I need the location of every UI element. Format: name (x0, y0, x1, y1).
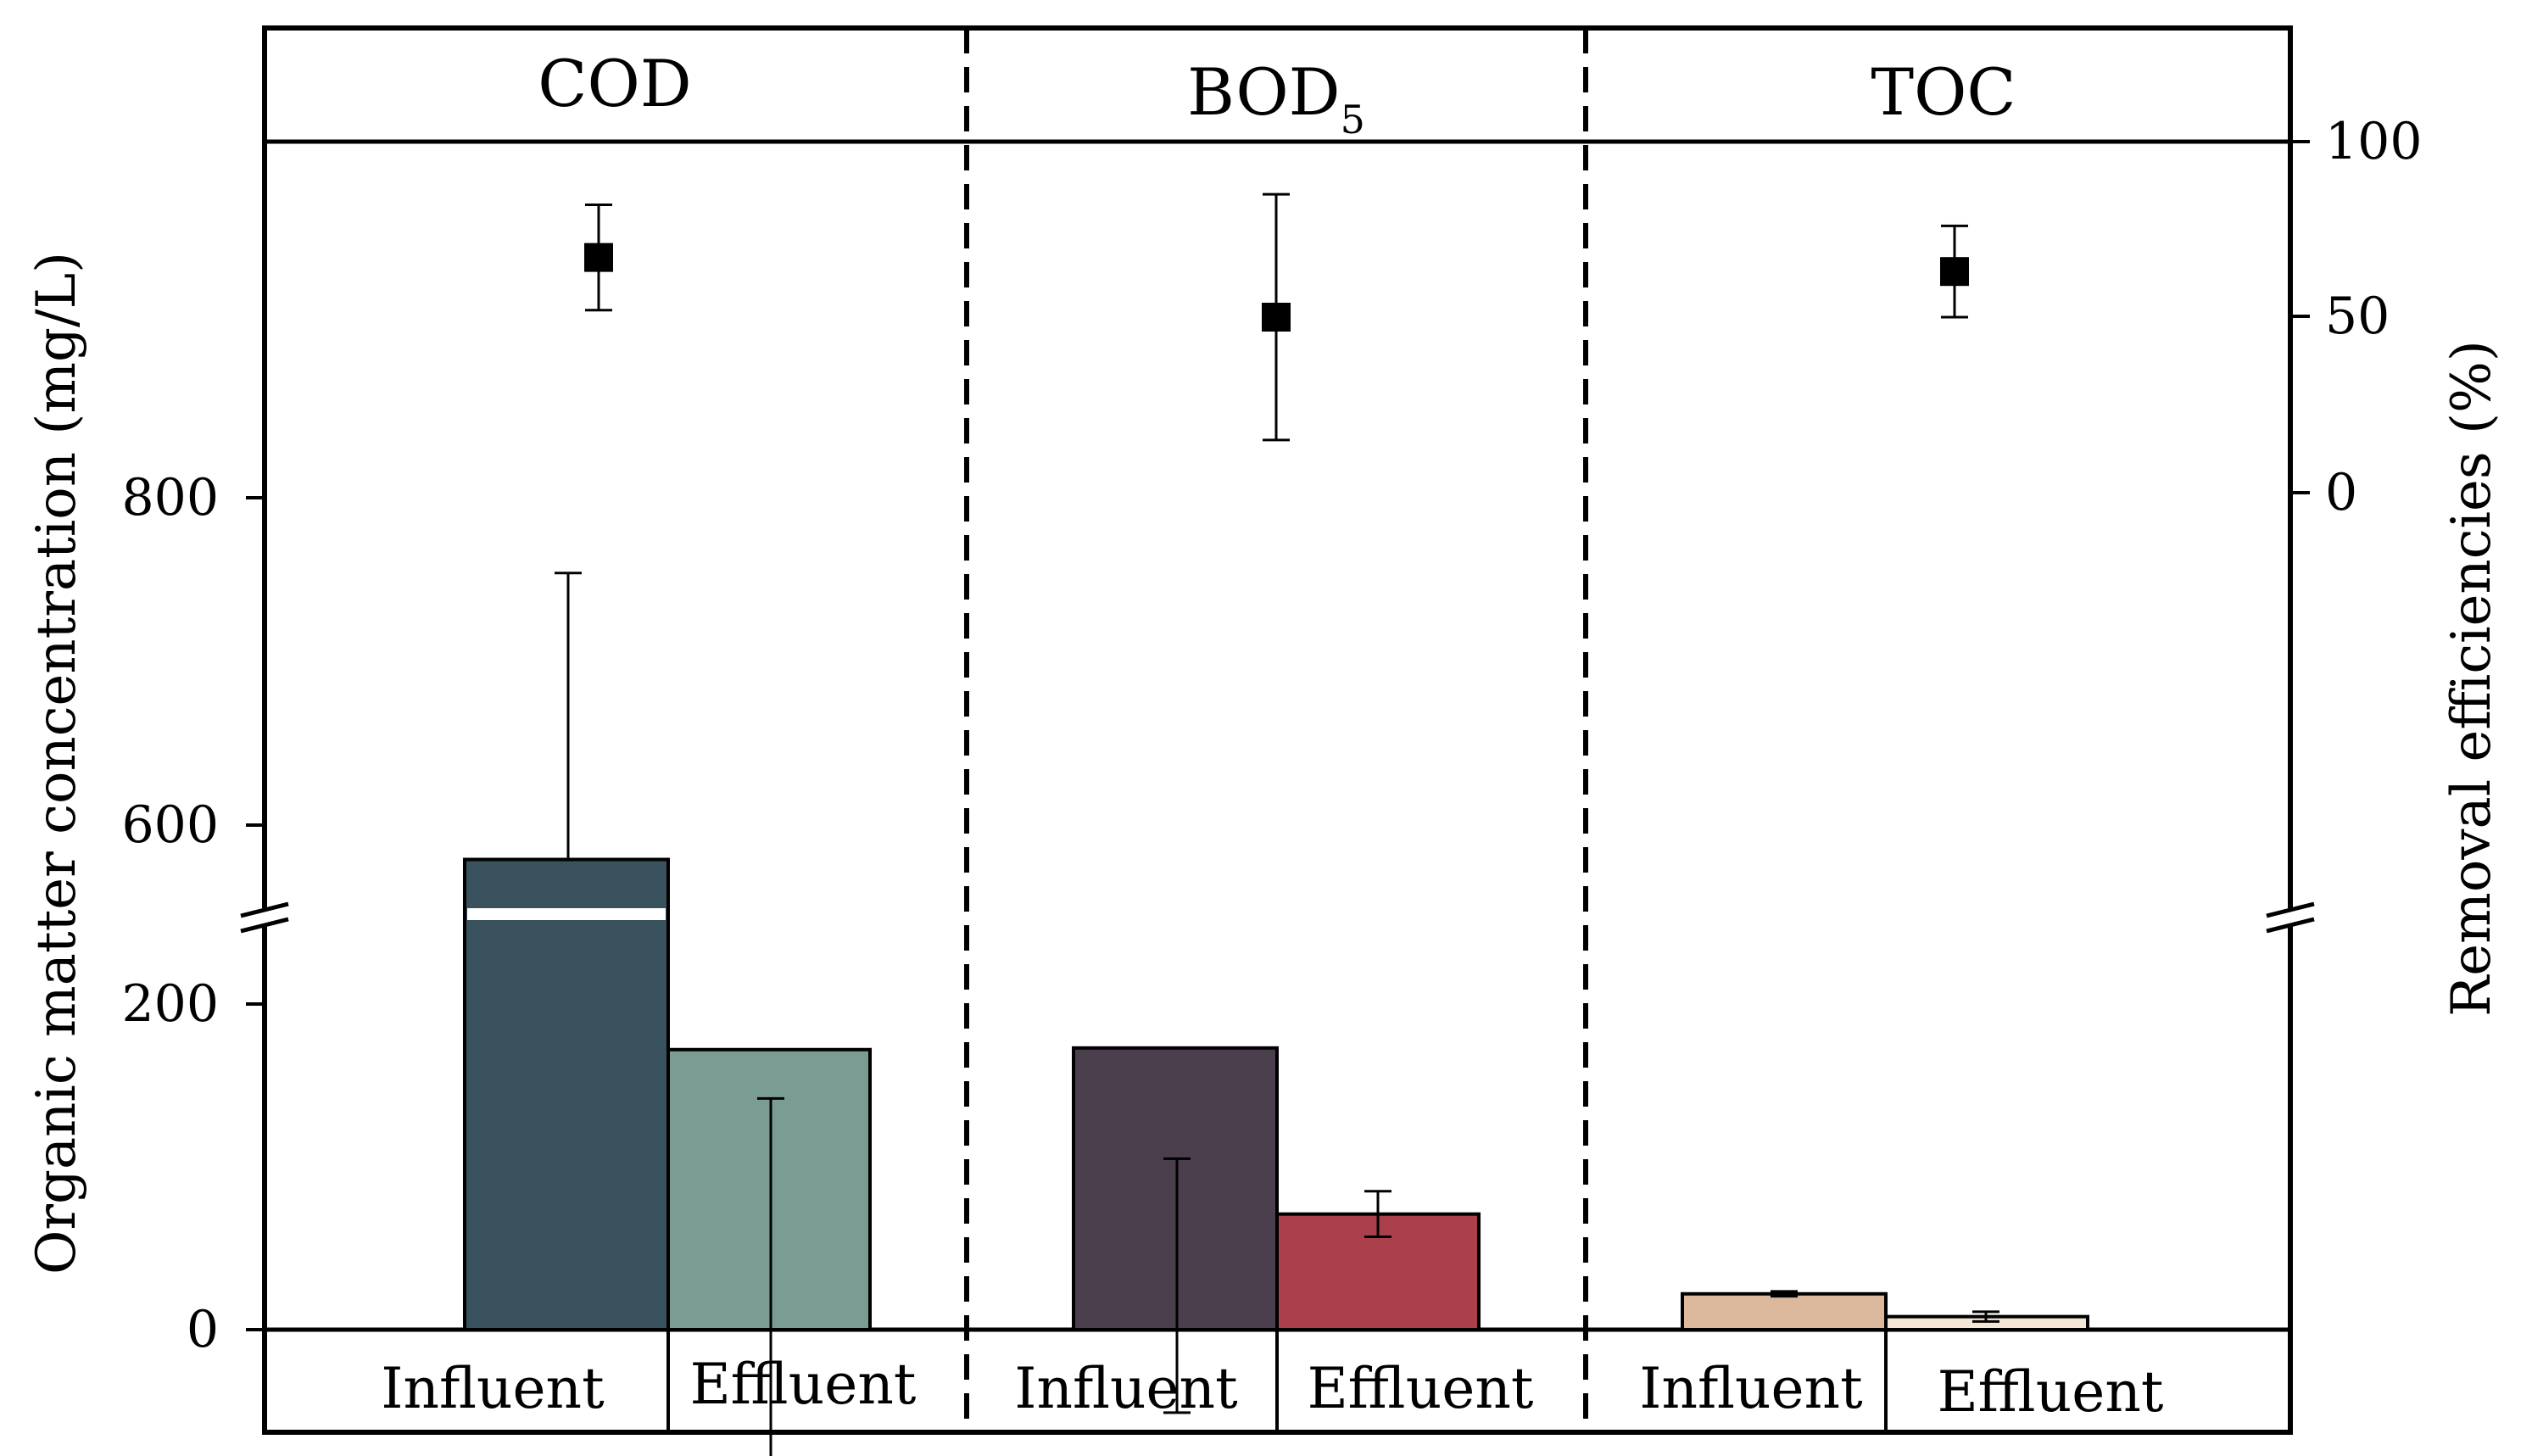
panel-titles: COD BOD5 TOC (538, 46, 2016, 142)
removal-marker-cod (584, 243, 613, 272)
left-break-mark-1 (240, 901, 289, 918)
bod-subscript: 5 (1341, 97, 1365, 142)
left-axis-break (240, 901, 289, 934)
left-tick-label-200: 200 (121, 974, 219, 1034)
left-axis-label: Organic matter concentration (mg/L) (25, 252, 88, 1275)
right-axis-label: Removal efficiencies (%) (2440, 340, 2503, 1017)
bar-break-cod-influent (467, 908, 666, 920)
right-tick-label-0: 0 (2325, 463, 2357, 522)
right-tick-label-50: 50 (2325, 287, 2390, 346)
bar-bod-influent (1072, 1046, 1279, 1331)
error-bar-toc-effluent (1972, 1310, 1999, 1323)
left-tick-label-0: 0 (187, 1300, 219, 1359)
right-break-mark-2 (2266, 917, 2315, 934)
bar-cod-effluent (666, 1047, 872, 1331)
error-bar-bod-effluent (1364, 1190, 1391, 1239)
right-tick-label-100: 100 (2325, 112, 2423, 171)
removal-marker-toc (1940, 257, 1969, 287)
category-labels: Influent Effluent Influent Effluent Infl… (381, 1352, 2163, 1425)
error-bar-toc-influent (1771, 1290, 1798, 1298)
panel-title-toc: TOC (1871, 54, 2016, 130)
left-axis: 0 200 600 800 Organic matter concentrati… (25, 252, 289, 1359)
cat-label-bod-influent: Influent (1014, 1356, 1237, 1421)
left-tick-label-800: 800 (121, 468, 219, 527)
bars-layer (463, 857, 2089, 1332)
left-break-mark-2 (240, 917, 289, 934)
right-break-mark-1 (2266, 901, 2315, 918)
cat-label-cod-influent: Influent (381, 1356, 604, 1421)
removal-markers-layer (584, 192, 1969, 442)
error-bar-cod-effluent (757, 1096, 784, 1456)
error-bar-bod-influent (1163, 1157, 1191, 1414)
bar-toc-influent (1681, 1291, 1888, 1332)
left-tick-label-600: 600 (121, 795, 219, 855)
right-axis-break (2266, 901, 2315, 934)
group-separators (964, 28, 1588, 1432)
removal-bod (1262, 192, 1291, 442)
cat-label-bod-effluent: Effluent (1308, 1356, 1534, 1421)
cat-label-toc-influent: Influent (1639, 1356, 1862, 1421)
panel-title-bod: BOD5 (1187, 54, 1365, 142)
bar-cod-influent (463, 857, 670, 1331)
cat-label-toc-effluent: Effluent (1938, 1359, 2164, 1425)
bar-error-bars-layer (555, 572, 1999, 1456)
panel-title-cod: COD (538, 46, 691, 121)
right-axis: 0 50 100 Removal efficiencies (%) (2266, 112, 2503, 1017)
cat-label-cod-effluent: Effluent (690, 1352, 917, 1417)
error-bar-cod-influent (555, 572, 582, 860)
removal-toc (1940, 224, 1969, 319)
removal-cod (584, 204, 613, 312)
removal-marker-bod (1262, 303, 1291, 332)
